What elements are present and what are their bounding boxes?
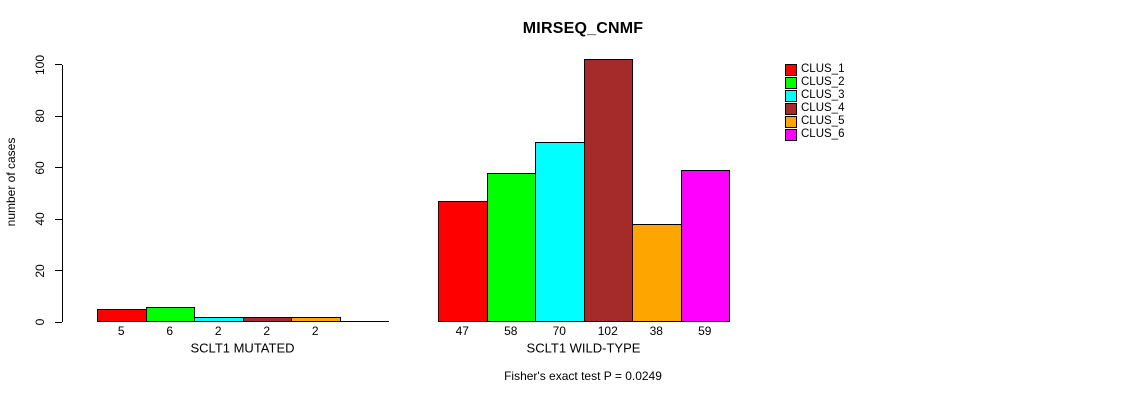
- y-tick-label: 60: [33, 160, 47, 175]
- y-tick-label: 20: [33, 263, 47, 278]
- legend-item: CLUS_2: [785, 76, 844, 89]
- y-tick: [55, 115, 62, 117]
- y-tick: [55, 270, 62, 271]
- y-tick: [55, 321, 62, 323]
- bar-CLUS_6: [680, 170, 730, 322]
- bar-CLUS_1: [97, 309, 147, 322]
- bar-value-label: 2: [311, 324, 319, 338]
- fisher-test-annotation: Fisher's exact test P = 0.0249: [504, 369, 662, 383]
- bar-CLUS_2: [486, 173, 536, 322]
- y-axis-label: number of cases: [4, 137, 18, 227]
- legend-swatch-CLUS_4: [785, 102, 797, 115]
- legend-item: CLUS_3: [785, 89, 844, 102]
- bar-value-label: 2: [263, 324, 271, 338]
- y-tick-label: 40: [33, 212, 47, 226]
- y-tick-label: 0: [33, 318, 47, 326]
- legend: CLUS_1 CLUS_2 CLUS_3 CLUS_4 CLUS_5 CLUS_6: [785, 63, 844, 141]
- bar-CLUS_5: [291, 317, 341, 322]
- bar-CLUS_4: [242, 317, 292, 322]
- bar-value-label: 58: [504, 324, 518, 338]
- bar-value-label: 70: [552, 324, 566, 338]
- y-tick-label: 100: [33, 54, 47, 75]
- y-tick: [55, 64, 62, 65]
- y-tick-label: 80: [33, 109, 47, 123]
- group-axis-label: SCLT1 WILD-TYPE: [526, 340, 641, 356]
- legend-label: CLUS_1: [801, 63, 845, 75]
- bar-CLUS_1: [438, 201, 488, 322]
- legend-swatch-CLUS_5: [785, 115, 797, 128]
- legend-swatch-CLUS_1: [785, 63, 797, 76]
- bar-CLUS_3: [194, 317, 244, 322]
- y-tick: [55, 218, 62, 220]
- legend-item: CLUS_4: [785, 102, 844, 115]
- legend-label: CLUS_3: [801, 89, 845, 101]
- chart-title: MIRSEQ_CNMF: [522, 20, 644, 37]
- bar-CLUS_2: [145, 307, 195, 322]
- group-axis-label: SCLT1 MUTATED: [190, 340, 295, 356]
- legend-swatch-CLUS_6: [785, 128, 797, 141]
- bar-CLUS_5: [632, 224, 682, 322]
- legend-label: CLUS_2: [801, 76, 845, 88]
- bar-CLUS_3: [535, 142, 585, 322]
- legend-item: CLUS_1: [785, 63, 844, 76]
- bar-value-label: 47: [455, 324, 469, 338]
- legend-label: CLUS_4: [801, 102, 845, 114]
- legend-swatch-CLUS_2: [785, 76, 797, 89]
- bar-value-label: 5: [117, 324, 125, 338]
- bar-value-label: 38: [649, 324, 663, 338]
- legend-swatch-CLUS_3: [785, 89, 797, 102]
- y-tick: [55, 167, 62, 168]
- legend-item: CLUS_6: [785, 128, 844, 141]
- legend-label: CLUS_6: [801, 128, 845, 140]
- bar-value-label: 59: [698, 324, 712, 338]
- bar-value-label: 2: [214, 324, 222, 338]
- bar-value-label: 6: [166, 324, 174, 338]
- bar-value-label: 102: [597, 324, 618, 338]
- bar-CLUS_4: [583, 59, 633, 322]
- legend-item: CLUS_5: [785, 115, 844, 128]
- legend-label: CLUS_5: [801, 115, 845, 127]
- y-axis-line: [62, 64, 63, 322]
